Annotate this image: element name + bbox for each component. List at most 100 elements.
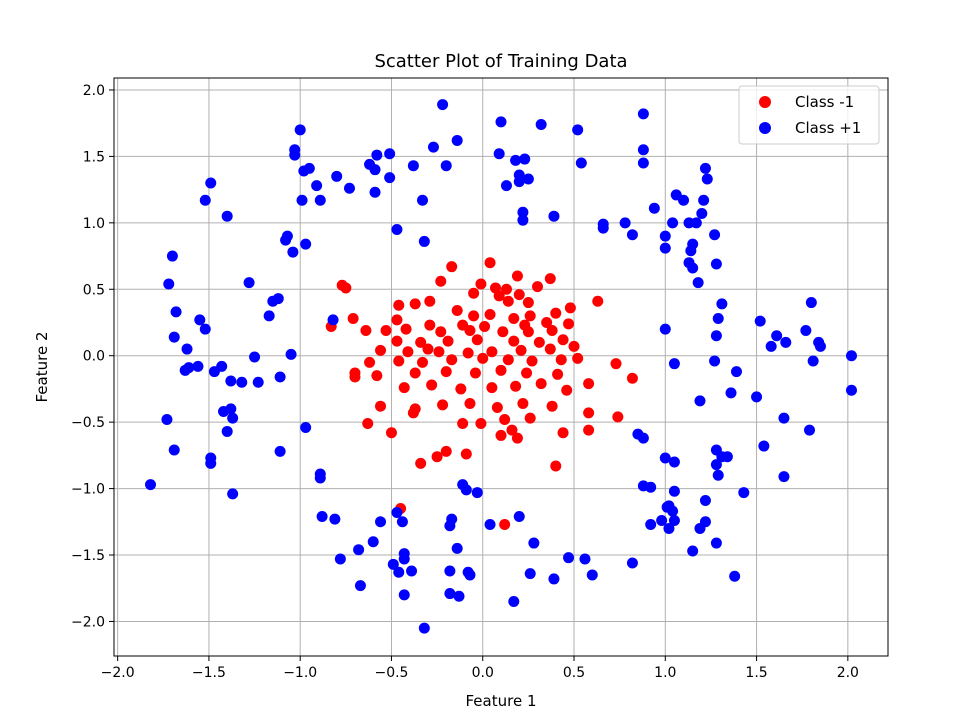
data-point-class-neg1 [583, 424, 595, 436]
data-point-class-pos1 [418, 622, 430, 634]
x-tick-label: 0.5 [563, 665, 585, 681]
y-tick-label: 0.0 [83, 349, 105, 365]
data-point-class-pos1 [384, 148, 396, 160]
data-point-class-pos1 [298, 165, 310, 177]
data-point-class-pos1 [289, 149, 301, 161]
data-point-class-pos1 [199, 323, 211, 335]
data-point-class-pos1 [221, 425, 233, 437]
data-point-class-pos1 [645, 518, 657, 530]
data-point-class-pos1 [145, 479, 157, 491]
data-point-class-neg1 [468, 310, 480, 322]
data-point-class-neg1 [506, 424, 518, 436]
data-point-class-neg1 [380, 324, 392, 336]
data-point-class-pos1 [548, 210, 560, 222]
data-point-class-pos1 [334, 553, 346, 565]
data-point-class-pos1 [391, 506, 403, 518]
data-point-class-neg1 [564, 302, 576, 314]
data-point-class-neg1 [522, 297, 534, 309]
data-point-class-pos1 [701, 173, 713, 185]
data-point-class-pos1 [471, 487, 483, 499]
data-point-class-pos1 [710, 459, 722, 471]
data-point-class-neg1 [626, 372, 638, 384]
data-point-class-neg1 [561, 384, 573, 396]
data-point-class-neg1 [544, 273, 556, 285]
data-point-class-neg1 [409, 298, 421, 310]
data-point-class-neg1 [555, 354, 567, 366]
data-point-class-pos1 [343, 182, 355, 194]
data-point-class-pos1 [519, 153, 531, 165]
data-point-class-neg1 [500, 283, 512, 295]
data-point-class-neg1 [475, 417, 487, 429]
data-point-class-pos1 [460, 484, 472, 496]
data-point-class-pos1 [300, 238, 312, 250]
data-point-class-pos1 [712, 469, 724, 481]
data-point-class-pos1 [668, 358, 680, 370]
legend-label-class-neg1: Class -1 [795, 93, 854, 111]
data-point-class-pos1 [300, 421, 312, 433]
data-point-class-neg1 [546, 400, 558, 412]
data-point-class-pos1 [418, 235, 430, 247]
data-point-class-pos1 [294, 124, 306, 136]
legend-label-class-pos1: Class +1 [795, 119, 861, 137]
data-point-class-pos1 [563, 552, 575, 564]
data-point-class-pos1 [427, 141, 439, 153]
data-point-class-neg1 [462, 347, 474, 359]
data-point-class-neg1 [477, 352, 489, 364]
data-point-class-neg1 [497, 326, 509, 338]
data-point-class-neg1 [499, 413, 511, 425]
data-point-class-pos1 [281, 230, 293, 242]
data-point-class-pos1 [698, 194, 710, 206]
data-point-class-pos1 [387, 558, 399, 570]
data-point-class-pos1 [712, 313, 724, 325]
data-point-class-pos1 [522, 173, 534, 185]
data-point-class-pos1 [510, 154, 522, 166]
data-point-class-pos1 [391, 223, 403, 235]
x-tick-label: 1.0 [654, 665, 676, 681]
data-point-class-neg1 [592, 295, 604, 307]
data-point-class-neg1 [583, 378, 595, 390]
data-point-class-neg1 [508, 313, 520, 325]
data-point-class-neg1 [364, 356, 376, 368]
data-point-class-neg1 [385, 427, 397, 439]
data-point-class-neg1 [398, 382, 410, 394]
data-point-class-pos1 [495, 116, 507, 128]
data-point-class-pos1 [668, 485, 680, 497]
data-point-class-neg1 [393, 355, 405, 367]
data-point-class-pos1 [678, 194, 690, 206]
data-point-class-pos1 [168, 331, 180, 343]
data-point-class-neg1 [400, 323, 412, 335]
data-point-class-pos1 [656, 514, 668, 526]
x-axis-label: Feature 1 [466, 692, 537, 710]
data-point-class-pos1 [208, 366, 220, 378]
data-point-class-neg1 [499, 518, 511, 530]
data-point-class-pos1 [668, 456, 680, 468]
data-point-class-neg1 [484, 257, 496, 269]
data-point-class-neg1 [612, 411, 624, 423]
data-point-class-pos1 [663, 522, 675, 534]
data-point-class-neg1 [375, 344, 387, 356]
axis-ticks: −2.0 −1.5 −1.0 −0.5 0.0 0.5 1.0 1.5 2.0 −2.0 −1.5 −… [71, 83, 859, 681]
data-point-class-pos1 [444, 588, 456, 600]
data-point-class-neg1 [535, 378, 547, 390]
data-point-class-neg1 [402, 346, 414, 358]
data-point-class-pos1 [236, 376, 248, 388]
data-point-class-pos1 [687, 262, 699, 274]
data-point-class-pos1 [729, 570, 741, 582]
data-point-class-pos1 [800, 324, 812, 336]
x-tick-label: −1.0 [283, 665, 317, 681]
data-point-class-pos1 [710, 258, 722, 270]
data-point-class-pos1 [575, 157, 587, 169]
data-point-class-neg1 [437, 399, 449, 411]
data-point-class-pos1 [451, 134, 463, 146]
data-point-class-neg1 [393, 299, 405, 311]
data-point-class-pos1 [687, 545, 699, 557]
data-point-class-pos1 [227, 488, 239, 500]
data-point-class-pos1 [699, 162, 711, 174]
data-point-class-pos1 [252, 376, 264, 388]
data-point-class-neg1 [495, 364, 507, 376]
data-point-class-pos1 [586, 569, 598, 581]
data-point-class-neg1 [415, 336, 427, 348]
data-point-class-pos1 [192, 360, 204, 372]
data-point-class-pos1 [710, 537, 722, 549]
data-point-class-neg1 [442, 335, 454, 347]
